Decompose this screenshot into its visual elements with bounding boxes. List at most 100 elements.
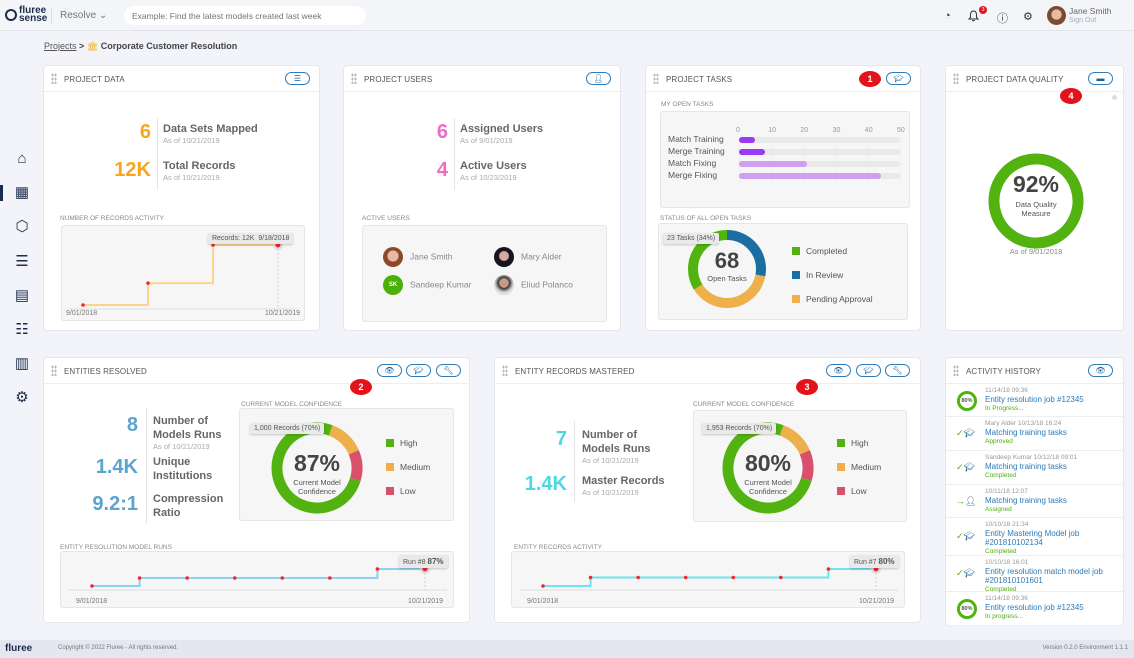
avatar (494, 275, 514, 295)
bar-match-training[interactable] (739, 137, 756, 143)
data-point[interactable] (137, 576, 142, 580)
user-avatar[interactable] (1047, 6, 1066, 25)
data-point[interactable] (90, 584, 94, 588)
tooltip-date: 9/18/2018 (258, 235, 290, 242)
drag-handle-icon[interactable] (953, 365, 959, 376)
data-point[interactable] (211, 243, 215, 247)
search-input[interactable] (124, 6, 366, 25)
data-point[interactable] (636, 575, 640, 580)
user-check-button[interactable]: 👤︎ (586, 72, 611, 85)
drag-handle-icon[interactable] (953, 73, 959, 84)
user-mary-alder[interactable]: Mary Alder (494, 247, 562, 267)
activity-item[interactable]: 80% 11/14/18 09:36 Entity resolution job … (946, 384, 1123, 417)
sign-out-link[interactable]: Sign Out (1069, 17, 1097, 24)
x-axis-start: 9/01/2018 (76, 598, 108, 605)
app-switcher-dropdown[interactable]: Resolve ⌄ (60, 10, 108, 21)
data-point[interactable] (81, 303, 85, 307)
data-point[interactable] (280, 576, 285, 580)
master-records-count: 1.4K (524, 473, 567, 495)
bar-merge-fixing[interactable] (739, 173, 881, 179)
activity-item[interactable]: 80% 11/14/18 09:36 Entity resolution job … (946, 592, 1123, 626)
user-eliud-polanco[interactable]: Eliud Polanco (494, 275, 573, 295)
unique-institutions-label: Unique Institutions (153, 456, 213, 482)
donut-segment-pending-approval[interactable] (688, 230, 766, 308)
model-runs-label: Number of Models Runs (153, 415, 222, 441)
confidence-chart: 80% Current Model Confidence 1,953 Recor… (693, 410, 907, 522)
activity-title-link[interactable]: Matching training tasks (985, 496, 1067, 505)
data-point[interactable] (232, 576, 237, 580)
data-point[interactable] (826, 567, 831, 571)
bar-category-label: Match Fixing (668, 158, 717, 168)
data-point[interactable] (683, 575, 688, 580)
view-button[interactable]: 👁︎ (1088, 364, 1113, 377)
data-point[interactable] (328, 576, 332, 580)
fluree-sense-logo[interactable]: fluree sense (5, 6, 47, 24)
activity-title-link[interactable]: Matching training tasks (985, 462, 1067, 471)
data-point[interactable] (375, 567, 380, 571)
activity-meta: 11/14/18 09:36 (985, 595, 1028, 602)
view-button[interactable]: 👁︎ (826, 364, 851, 377)
drag-handle-icon[interactable] (502, 365, 508, 376)
activity-title-link[interactable]: Entity resolution job #12345 (985, 395, 1084, 404)
card-header: Project Users 👤︎ (344, 66, 620, 92)
user-sandeep-kumar[interactable]: SK Sandeep Kumar (383, 275, 471, 295)
card-view-button[interactable]: ▬ (1088, 72, 1113, 85)
donut-segment-medium[interactable] (266, 417, 369, 520)
wrench-button[interactable]: 🔧︎ (885, 364, 910, 377)
bell-icon[interactable] (967, 10, 980, 22)
as-of-date: As of 10/21/2019 (163, 136, 220, 145)
activity-item[interactable]: ✓🎓︎ 10/10/18 16:01 Entity resolution matc… (946, 556, 1123, 593)
x-axis-end: 10/21/2019 (407, 598, 443, 605)
activity-item[interactable]: ✓🎓︎ Mary Alder 10/13/18 16:24 Matching tr… (946, 417, 1123, 451)
data-point[interactable] (779, 575, 783, 580)
activity-item[interactable]: ✓🎓︎ 10/10/18 21:34 Entity Mastering Model… (946, 518, 1123, 556)
gear-icon[interactable]: ⚙ (1023, 11, 1033, 23)
active-users-list: Jane Smith Mary Alder SK Sandeep Kumar El… (362, 225, 607, 322)
activity-title-link[interactable]: Entity resolution match model job #20181… (985, 567, 1103, 585)
wrench-button[interactable]: 🔧︎ (436, 364, 461, 377)
spreadsheet-icon[interactable]: ▤ (14, 287, 30, 304)
data-point[interactable] (146, 281, 150, 285)
activity-title-link[interactable]: Matching training tasks (985, 428, 1067, 437)
reports-icon[interactable]: ◔ (944, 10, 951, 22)
view-button[interactable]: 👁︎ (377, 364, 402, 377)
data-point[interactable] (588, 575, 593, 580)
donut-segment-data-quality[interactable] (979, 144, 1093, 258)
card-title: Activity History (966, 367, 1041, 376)
donut-segment-high[interactable] (717, 417, 820, 520)
bar-merge-training[interactable] (739, 149, 765, 155)
breadcrumb-projects-link[interactable]: Projects (44, 41, 77, 51)
bar-match-fixing[interactable] (739, 161, 807, 167)
database-icon[interactable]: ☰ (15, 253, 29, 270)
training-button[interactable]: 🎓︎ (406, 364, 431, 377)
checklist-icon[interactable]: ☷ (15, 321, 29, 338)
settings-clock-icon[interactable]: ⚙ (15, 389, 29, 406)
data-quality-donut (988, 153, 1084, 249)
activity-item[interactable]: ✓🎓︎ Sandeep Kumar 10/12/18 09:01 Matching… (946, 451, 1123, 485)
data-point[interactable] (731, 575, 736, 580)
database-button[interactable]: ☰ (285, 72, 310, 85)
dashboard-icon[interactable]: ▦ (14, 184, 30, 201)
activity-item[interactable]: →👤︎ 10/11/18 12:07 Matching training task… (946, 485, 1123, 518)
bar-track (739, 137, 900, 143)
drag-handle-icon[interactable] (653, 73, 659, 84)
data-sets-count: 6 (139, 121, 151, 143)
drag-handle-icon[interactable] (351, 73, 357, 84)
help-icon[interactable]: ⓘ (997, 13, 1008, 25)
user-jane-smith[interactable]: Jane Smith (383, 247, 453, 267)
drag-handle-icon[interactable] (51, 365, 57, 376)
cube-icon[interactable]: ⬡ (15, 218, 29, 235)
card-header: Entity Records Mastered 👁︎ 🎓︎ 🔧︎ (495, 358, 920, 384)
drag-handle-icon[interactable] (51, 73, 57, 84)
training-button[interactable]: 🎓︎ (856, 364, 881, 377)
training-button[interactable]: 🎓︎ (886, 72, 911, 85)
data-point[interactable] (541, 584, 545, 588)
activity-title-link[interactable]: Entity Mastering Model job #201810102134 (985, 529, 1080, 547)
donut-segment-completed[interactable] (688, 230, 766, 308)
confidence-label: Current Model Confidence (744, 478, 792, 496)
data-point[interactable] (185, 576, 189, 580)
activity-title-link[interactable]: Entity resolution job #12345 (985, 603, 1084, 612)
home-icon[interactable]: ⌂ (17, 150, 27, 167)
card-title: Entities Resolved (64, 367, 147, 376)
table-icon[interactable]: ▥ (14, 355, 30, 372)
